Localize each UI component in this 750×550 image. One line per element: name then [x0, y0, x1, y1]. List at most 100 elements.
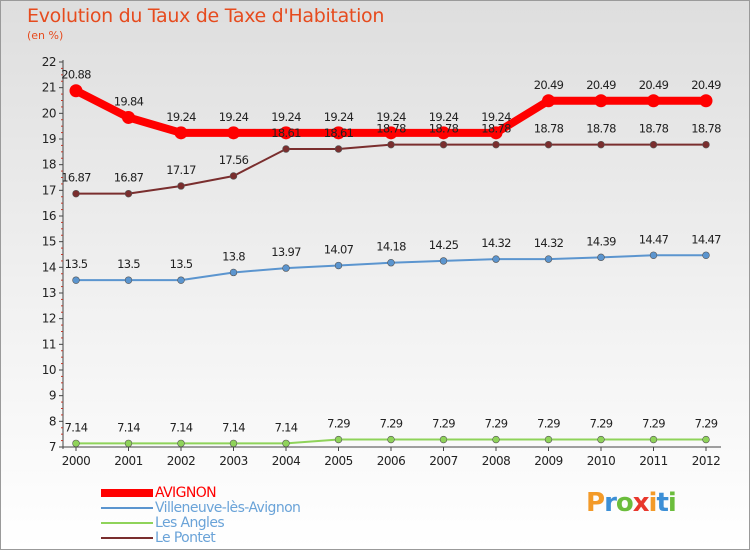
data-point: [229, 439, 238, 448]
data-label: 7.14: [222, 420, 245, 434]
data-label: 17.17: [166, 163, 196, 177]
data-label: 14.39: [586, 234, 616, 248]
data-point: [597, 140, 605, 149]
data-point: [597, 435, 605, 444]
logo-letter: i: [667, 488, 677, 518]
legend-swatch-villeneuve: [101, 507, 153, 509]
series-points: [69, 84, 713, 448]
logo-letter: t: [656, 488, 668, 518]
logo-letter: x: [632, 488, 650, 518]
chart-subtitle: (en %): [27, 29, 64, 42]
legend-swatch-les-angles: [101, 522, 153, 524]
data-point: [174, 126, 188, 140]
data-point: [544, 255, 553, 263]
data-label: 19.24: [324, 110, 354, 124]
y-tick-label: 22: [42, 55, 56, 69]
data-label: 14.18: [376, 240, 406, 254]
y-tick-label: 20: [42, 106, 56, 120]
data-point: [437, 126, 450, 140]
data-label: 13.8: [222, 249, 245, 263]
x-tick-label: 2012: [692, 454, 721, 468]
data-label: 14.25: [429, 238, 459, 252]
data-label: 18.78: [376, 122, 406, 136]
data-label: 14.47: [639, 232, 669, 246]
data-label: 18.78: [429, 122, 459, 136]
y-tick-label: 18: [42, 158, 56, 172]
data-label: 7.29: [695, 417, 718, 431]
data-point: [439, 140, 448, 149]
data-point: [542, 94, 555, 108]
legend-label: Les Angles: [155, 515, 225, 531]
data-point: [282, 439, 290, 448]
axes: 7 8 9 10 11 12 13 14 15 16 17 18 19 20 21 22 2000 2001 200…: [42, 55, 721, 468]
data-point: [544, 140, 553, 149]
logo-letter: P: [586, 488, 605, 518]
data-point: [177, 276, 185, 284]
data-label: 14.07: [324, 243, 354, 257]
data-point: [702, 140, 710, 149]
data-label: 18.78: [691, 122, 721, 136]
data-point: [647, 94, 660, 108]
data-label: 18.61: [324, 126, 354, 140]
data-point: [69, 84, 83, 98]
x-tick-label: 2005: [324, 454, 353, 468]
data-label: 20.49: [691, 78, 721, 92]
data-label: 20.88: [61, 68, 91, 82]
logo-letter: o: [615, 488, 634, 518]
data-point: [489, 126, 503, 140]
proxiti-logo: Proxiti: [586, 488, 677, 518]
data-point: [384, 126, 398, 140]
data-label: 16.87: [61, 171, 91, 185]
data-label: 7.29: [590, 417, 613, 431]
data-label: 14.32: [534, 236, 564, 250]
data-point: [334, 145, 343, 153]
data-point: [492, 435, 500, 444]
x-tick-label: 2007: [429, 454, 458, 468]
data-point: [334, 435, 343, 444]
data-label: 7.14: [65, 420, 88, 434]
legend-label: Le Pontet: [155, 530, 216, 546]
y-tick-label: 15: [42, 235, 56, 249]
x-tick-label: 2009: [534, 454, 563, 468]
data-point: [649, 140, 658, 149]
data-label: 14.32: [481, 236, 511, 250]
y-tick-label: 10: [42, 363, 56, 377]
data-label: 7.29: [327, 417, 350, 431]
chart-title: Evolution du Taux de Taxe d'Habitation: [27, 5, 385, 27]
data-point: [387, 435, 395, 444]
data-point: [282, 145, 290, 153]
data-point: [597, 253, 605, 262]
data-label: 19.24: [429, 110, 459, 124]
data-label: 7.29: [432, 417, 455, 431]
data-point: [72, 276, 80, 284]
data-point: [649, 251, 658, 259]
data-point: [649, 435, 658, 444]
data-point: [124, 276, 133, 284]
data-label: 7.14: [275, 420, 298, 434]
data-point: [439, 435, 448, 444]
data-point: [227, 126, 240, 140]
logo-letter: i: [648, 488, 658, 518]
legend-label: Villeneuve-lès-Avignon: [155, 500, 301, 516]
data-point: [702, 251, 710, 259]
y-tick-label: 14: [42, 260, 56, 274]
logo-letter: r: [604, 488, 617, 518]
legend-item-les-angles: Les Angles: [101, 515, 225, 531]
data-point: [229, 268, 238, 277]
legend-swatch-avignon: [101, 489, 153, 497]
data-point: [492, 255, 500, 263]
data-label: 7.29: [537, 417, 560, 431]
data-point: [492, 140, 500, 149]
y-tick-label: 19: [42, 132, 56, 146]
data-label: 19.24: [166, 110, 196, 124]
data-point: [177, 182, 185, 190]
data-point: [387, 140, 395, 149]
x-tick-label: 2004: [272, 454, 301, 468]
data-labels: 20.88 19.84 19.24 19.24 19.24 19.24 19.24 19.24…: [61, 68, 722, 435]
legend-item-villeneuve: Villeneuve-lès-Avignon: [101, 500, 301, 516]
x-tick-label: 2000: [62, 454, 91, 468]
data-label: 17.56: [219, 153, 249, 167]
y-tick-label: 7: [49, 440, 56, 454]
data-label: 18.78: [481, 122, 511, 136]
